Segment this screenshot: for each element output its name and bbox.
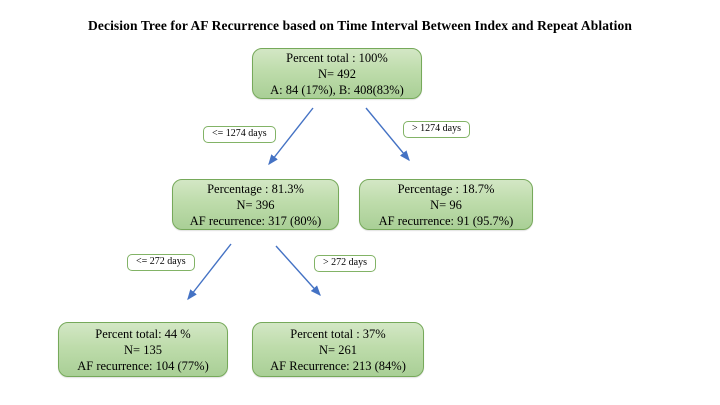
node-leaf-right-line-2: N= 261 xyxy=(319,342,357,357)
edge-label-le-272-days: <= 272 days xyxy=(127,254,195,271)
node-leaf-right: Percent total : 37% N= 261 AF Recurrence… xyxy=(252,322,424,377)
node-right-line-2: N= 96 xyxy=(430,197,462,212)
node-left-line-2: N= 396 xyxy=(236,197,275,212)
node-leaf-right-line-3: AF Recurrence: 213 (84%) xyxy=(270,358,406,373)
node-leaf-left: Percent total: 44 % N= 135 AF recurrence… xyxy=(58,322,228,377)
node-leaf-left-line-1: Percent total: 44 % xyxy=(95,326,191,341)
node-left-branch: Percentage : 81.3% N= 396 AF recurrence:… xyxy=(172,179,339,230)
node-root: Percent total : 100% N= 492 A: 84 (17%),… xyxy=(252,48,422,99)
edge-label-gt-272-days: > 272 days xyxy=(314,255,376,272)
node-right-line-3: AF recurrence: 91 (95.7%) xyxy=(378,213,514,228)
node-leaf-left-line-2: N= 135 xyxy=(124,342,162,357)
arrow-left-to-rightleaf xyxy=(275,245,321,297)
node-root-line-1: Percent total : 100% xyxy=(286,50,388,65)
arrow-left-to-leftleaf xyxy=(187,243,232,301)
node-root-line-3: A: 84 (17%), B: 408(83%) xyxy=(270,82,404,97)
node-leaf-left-line-3: AF recurrence: 104 (77%) xyxy=(77,358,209,373)
node-left-line-1: Percentage : 81.3% xyxy=(207,181,304,196)
node-root-line-2: N= 492 xyxy=(318,66,356,81)
edge-label-gt-1274-days: > 1274 days xyxy=(403,121,470,138)
figure-title: Decision Tree for AF Recurrence based on… xyxy=(88,18,632,33)
node-left-line-3: AF recurrence: 317 (80%) xyxy=(189,213,322,228)
node-leaf-right-line-1: Percent total : 37% xyxy=(290,326,386,341)
edge-label-le-1274-days: <= 1274 days xyxy=(203,126,276,143)
node-right-branch: Percentage : 18.7% N= 96 AF recurrence: … xyxy=(359,179,533,230)
node-right-line-1: Percentage : 18.7% xyxy=(397,181,495,196)
